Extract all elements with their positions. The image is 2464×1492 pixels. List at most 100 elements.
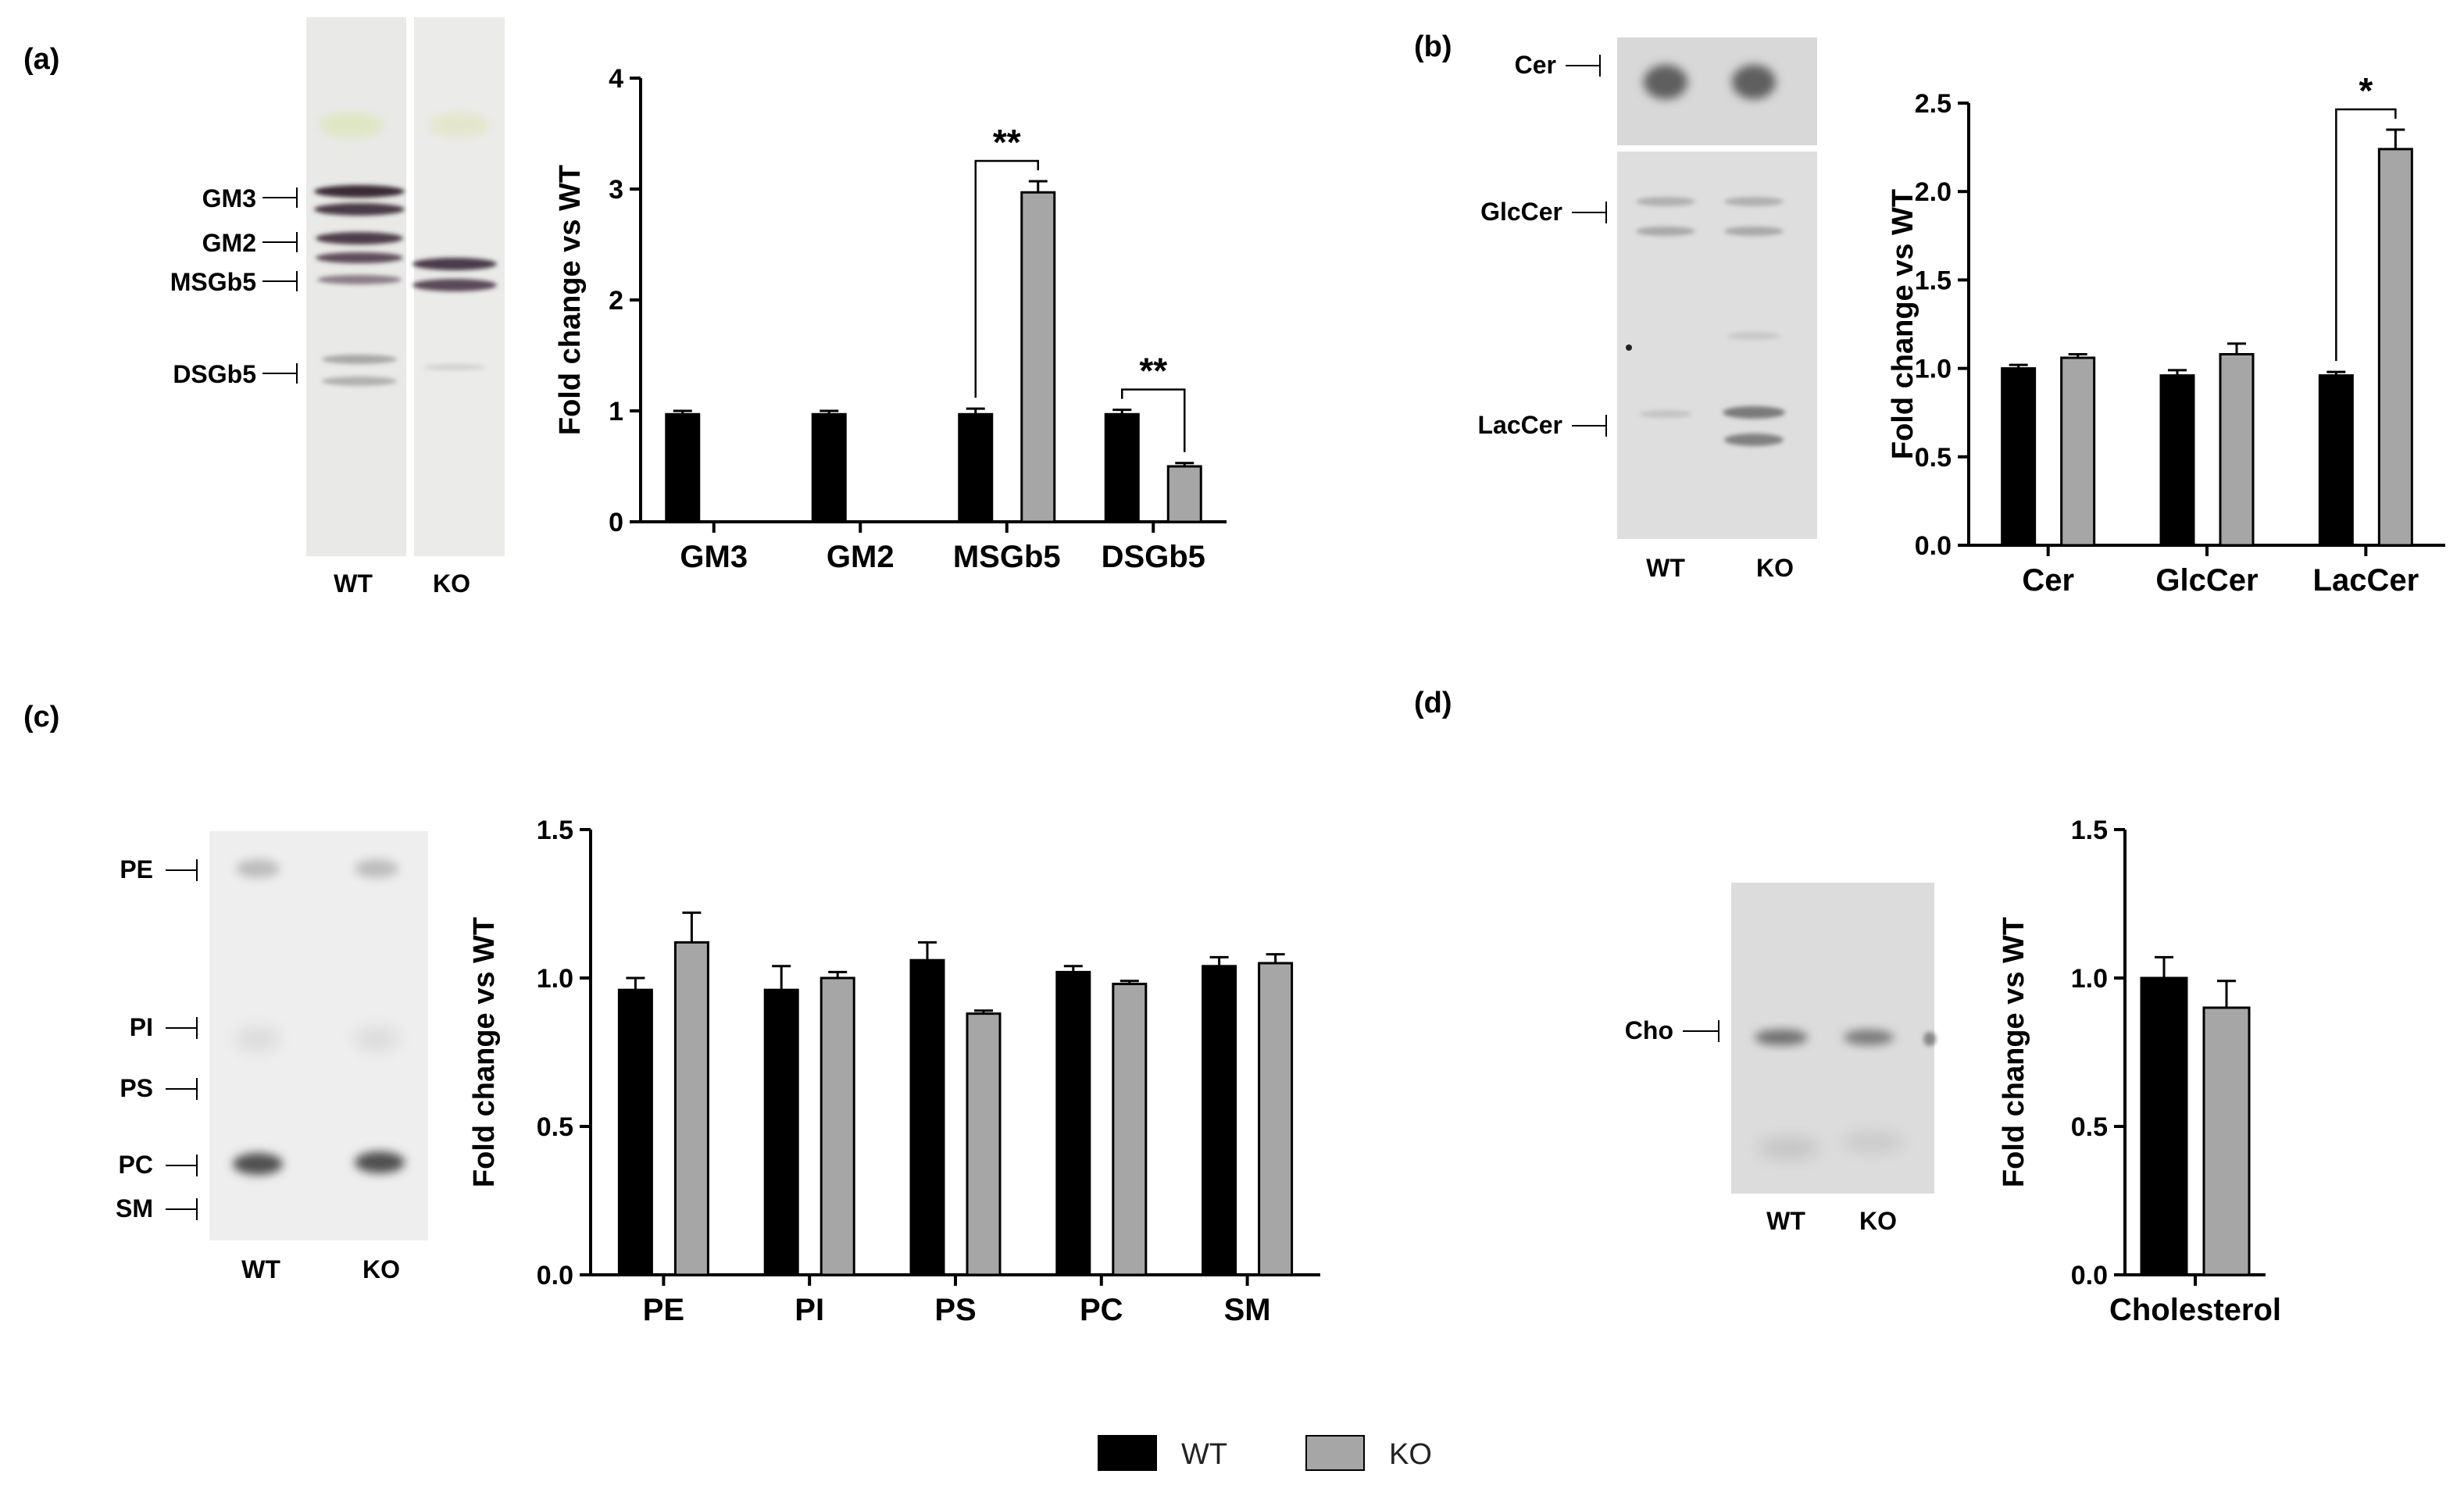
blot-b-label-cer: Cer (1515, 51, 1556, 79)
y-axis-label: Fold change vs WT (1887, 189, 1919, 459)
blot-a-label-gm2: GM2 (202, 229, 256, 257)
bar-wt-cer (2001, 367, 2037, 547)
blot-c-lane-ko: KO (362, 1255, 400, 1283)
blot-c-label-ps: PS (120, 1074, 153, 1102)
tlc-plate-a (306, 17, 505, 556)
bar-ko-pi (820, 976, 855, 1276)
y-tick-label: 0.5 (537, 1112, 573, 1142)
bar-wt-pc (1055, 970, 1091, 1276)
bar-wt-sm (1202, 965, 1237, 1276)
chart-b: 0.0 0.5 1.0 1.5 2.0 2.5 Fold change vs WT Cer Gl… (1887, 70, 2445, 598)
panel-letter-c: (c) (23, 701, 59, 734)
blot-c-label-pe: PE (120, 855, 153, 883)
y-tick-label: 1 (609, 397, 623, 427)
y-tick-label: 0 (609, 508, 623, 537)
blot-a-label-dsgb5: DSGb5 (173, 360, 256, 388)
y-axis-label: Fold change vs WT (1998, 917, 2030, 1187)
y-axis-label: Fold change vs WT (554, 165, 587, 435)
bar-ko-sm (1258, 962, 1294, 1276)
panel-letter-d: (d) (1414, 687, 1452, 719)
y-tick-label: 1.5 (2071, 816, 2108, 845)
y-tick-label: 1.5 (537, 816, 573, 845)
y-tick-label: 0.0 (1915, 531, 1952, 561)
y-tick-label: 1.0 (537, 964, 573, 994)
bar-wt-gm2 (811, 412, 847, 523)
x-tick-label: GM3 (680, 540, 748, 574)
y-axis-label: Fold change vs WT (468, 917, 501, 1187)
legend-label-wt: WT (1181, 1438, 1227, 1471)
significance-bracket (1121, 388, 1186, 452)
blot-b-band-labels: Cer GlcCer LacCer (1478, 51, 1607, 439)
bar-ko-cholesterol (2202, 1006, 2251, 1276)
bar-wt-gm3 (665, 412, 701, 523)
bar-wt-ps (909, 958, 945, 1276)
blot-d-band-labels: Cho (1625, 1016, 1719, 1044)
legend-swatch-wt (1098, 1435, 1157, 1471)
chart-a: 0 1 2 3 4 Fold change vs WT GM3 GM2 MSGb5 DSGb5 **… (554, 64, 1227, 574)
bar-wt-cholesterol (2140, 976, 2188, 1276)
y-tick-label: 1.0 (1915, 355, 1952, 384)
x-tick-label: PC (1080, 1293, 1123, 1327)
blot-c-label-pc: PC (119, 1151, 153, 1179)
blot-a-lane-wt: WT (334, 569, 373, 598)
bar-ko-pc (1112, 983, 1148, 1276)
y-tick-label: 2 (609, 286, 623, 316)
blot-c-band-labels: PE PI PS PC SM (116, 855, 198, 1223)
legend-swatch-ko (1305, 1435, 1365, 1471)
bar-ko-glccer (2219, 352, 2255, 547)
blot-d-lane-ko: KO (1859, 1207, 1897, 1235)
y-tick-label: 0.0 (2071, 1261, 2108, 1290)
x-tick-label: SM (1224, 1293, 1271, 1327)
y-tick-label: 4 (609, 64, 623, 94)
y-tick-label: 0.5 (2071, 1112, 2108, 1142)
panel-letter-b: (b) (1414, 30, 1452, 63)
legend: WT KO (1098, 1435, 1432, 1471)
y-tick-label: 0.0 (537, 1261, 573, 1290)
significance-bracket (974, 159, 1039, 398)
x-tick-label: PI (795, 1293, 824, 1327)
legend-label-ko: KO (1389, 1438, 1432, 1471)
chart-c: 0.0 0.5 1.0 1.5 Fold change vs WT PE PI PS PC SM (468, 816, 1320, 1327)
significance-label: ** (1139, 351, 1167, 391)
x-tick-label: GlcCer (2155, 563, 2258, 598)
tlc-plate-b (1617, 37, 1817, 539)
x-tick-label: Cholesterol (2109, 1293, 2281, 1327)
significance-label: * (2359, 70, 2373, 111)
blot-a-label-msgb5: MSGb5 (170, 268, 256, 296)
significance-label: ** (993, 122, 1021, 162)
blot-c-label-pi: PI (130, 1013, 153, 1041)
bar-wt-laccer (2318, 374, 2354, 547)
blot-a-lane-ko: KO (433, 569, 470, 598)
blot-c-label-sm: SM (116, 1194, 153, 1223)
blot-b-label-laccer: LacCer (1478, 411, 1563, 439)
blot-d-label-cho: Cho (1625, 1016, 1673, 1044)
y-tick-label: 2.5 (1915, 89, 1952, 119)
bar-ko-laccer (2377, 148, 2413, 547)
bar-ko-dsgb5 (1166, 465, 1202, 523)
tlc-plate-d (1731, 883, 1936, 1194)
panel-letter-a: (a) (23, 43, 59, 76)
x-tick-label: MSGb5 (953, 540, 1061, 574)
chart-d: 0.0 0.5 1.0 1.5 Fold change vs WT Cholesterol (1998, 816, 2281, 1327)
y-tick-label: 1.5 (1915, 266, 1952, 295)
blot-a-label-gm3: GM3 (202, 184, 256, 212)
blot-d-lane-wt: WT (1766, 1207, 1805, 1235)
x-tick-label: PS (934, 1293, 976, 1327)
bar-wt-pe (617, 988, 653, 1276)
bar-ko-pe (673, 941, 709, 1276)
bar-ko-cer (2060, 356, 2096, 547)
blot-a-band-labels: GM3 GM2 MSGb5 DSGb5 (170, 184, 298, 388)
x-tick-label: DSGb5 (1102, 540, 1205, 574)
tlc-plate-c (209, 831, 428, 1240)
y-tick-label: 1.0 (2071, 964, 2108, 994)
bar-wt-pi (763, 988, 799, 1276)
significance-bracket (2335, 108, 2397, 362)
blot-b-lane-ko: KO (1756, 554, 1794, 582)
bar-ko-ps (966, 1012, 1002, 1276)
y-tick-label: 3 (609, 175, 623, 205)
x-tick-label: Cer (2022, 563, 2074, 598)
blot-b-lane-wt: WT (1646, 554, 1685, 582)
blot-c-lane-wt: WT (241, 1255, 280, 1283)
x-tick-label: GM2 (827, 540, 895, 574)
